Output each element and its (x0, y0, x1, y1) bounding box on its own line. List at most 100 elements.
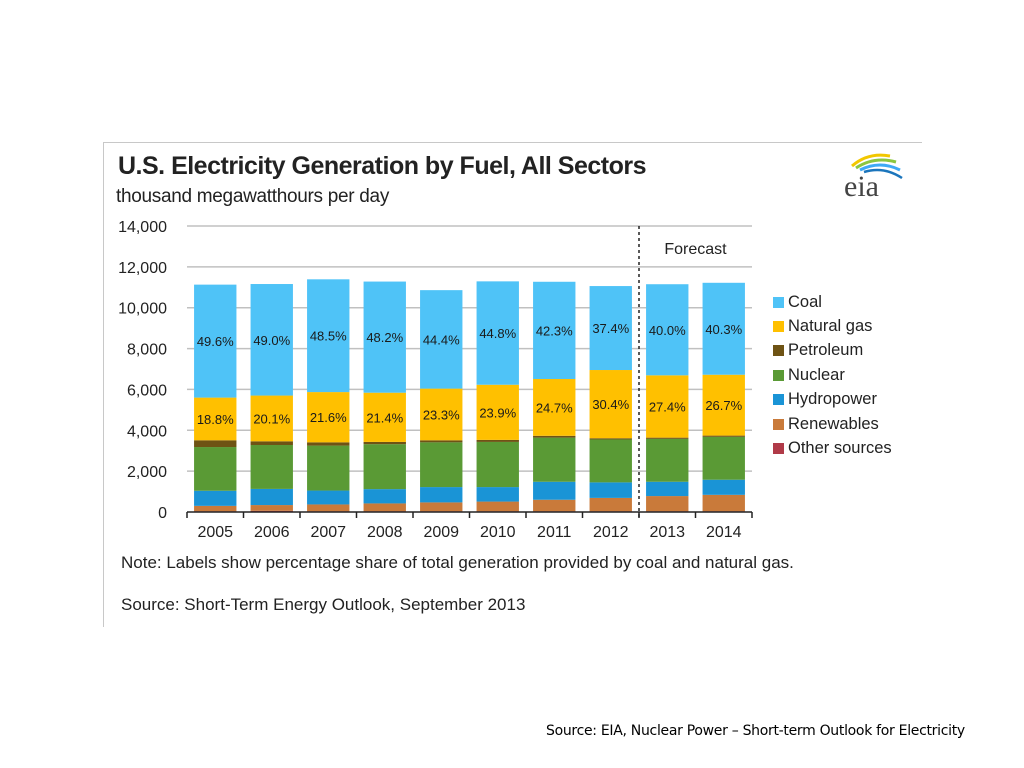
legend-item-renewables: Renewables (773, 412, 892, 436)
x-tick-label: 2013 (649, 524, 685, 541)
data-label-coal: 49.0% (253, 333, 290, 348)
x-tick-label: 2012 (593, 524, 629, 541)
bar-petroleum-2014 (702, 435, 745, 437)
x-tick-label: 2008 (367, 524, 403, 541)
bar-natural-gas-2011 (533, 379, 576, 436)
bar-renewables-2010 (476, 501, 519, 512)
data-label-natural-gas: 21.6% (310, 410, 347, 425)
bar-natural-gas-2014 (702, 374, 745, 436)
bar-renewables-2005 (194, 505, 237, 512)
x-tick-label: 2006 (254, 524, 290, 541)
bar-hydropower-2007 (307, 490, 350, 505)
bar-hydropower-2014 (702, 479, 745, 495)
bar-petroleum-2008 (363, 441, 406, 445)
bar-petroleum-2012 (589, 438, 632, 440)
bar-nuclear-2011 (533, 437, 576, 482)
bar-nuclear-2013 (646, 438, 689, 482)
legend-swatch (773, 345, 784, 357)
legend-label: Hydropower (788, 390, 877, 409)
bar-nuclear-2008 (363, 444, 406, 490)
bar-petroleum-2010 (476, 439, 519, 442)
data-labels: 49.6% 49.0% 48.5% 48.2% 44.4% 44.8% 42.3% 37.4%… (197, 321, 743, 427)
y-tick-label: 8,000 (127, 342, 167, 359)
forecast-label: Forecast (664, 241, 727, 258)
svg-text:eia: eia (844, 170, 879, 202)
bar-renewables-2011 (533, 499, 576, 512)
legend-swatch (773, 394, 784, 406)
data-label-natural-gas: 20.1% (253, 411, 290, 426)
chart-source: Source: Short-Term Energy Outlook, Septe… (121, 595, 526, 614)
legend-item-nuclear: Nuclear (773, 363, 892, 387)
data-label-coal: 40.0% (649, 323, 686, 338)
legend-label: Nuclear (788, 365, 845, 384)
bar-nuclear-2010 (476, 441, 519, 488)
data-label-coal: 48.5% (310, 329, 347, 344)
bars (194, 279, 745, 512)
bar-coal-2011 (533, 281, 576, 380)
bar-coal-2009 (420, 290, 463, 389)
bar-renewables-2008 (363, 503, 406, 512)
legend-item-hydropower: Hydropower (773, 388, 892, 412)
bar-coal-2006 (250, 284, 293, 396)
data-label-natural-gas: 30.4% (592, 397, 629, 412)
data-label-coal: 37.4% (592, 321, 629, 336)
bar-hydropower-2006 (250, 488, 293, 506)
bar-coal-2010 (476, 281, 519, 385)
x-tick-label: 2007 (310, 524, 346, 541)
y-tick-label: 0 (158, 505, 167, 522)
data-label-coal: 40.3% (705, 322, 742, 337)
data-label-coal: 48.2% (366, 330, 403, 345)
bar-hydropower-2011 (533, 481, 576, 500)
bar-natural-gas-2006 (250, 395, 293, 442)
data-label-natural-gas: 23.9% (479, 405, 516, 420)
bar-natural-gas-2005 (194, 397, 237, 441)
bar-nuclear-2005 (194, 447, 237, 491)
bar-natural-gas-2009 (420, 388, 463, 441)
data-label-natural-gas: 27.4% (649, 399, 686, 414)
bar-nuclear-2012 (589, 439, 632, 483)
y-tick-label: 6,000 (127, 382, 167, 399)
legend-label: Coal (788, 292, 822, 311)
bar-natural-gas-2008 (363, 392, 406, 442)
bar-nuclear-2006 (250, 444, 293, 489)
eia-logo-icon: eia (844, 153, 903, 202)
data-label-natural-gas: 21.4% (366, 410, 403, 425)
legend-item-other-sources: Other sources (773, 436, 892, 460)
bar-coal-2008 (363, 281, 406, 393)
bar-coal-2012 (589, 286, 632, 371)
bar-natural-gas-2013 (646, 375, 689, 438)
bar-hydropower-2009 (420, 487, 463, 503)
legend-item-natural-gas: Natural gas (773, 314, 892, 338)
data-label-coal: 44.8% (479, 326, 516, 341)
bar-petroleum-2013 (646, 437, 689, 439)
legend-swatch (773, 296, 784, 308)
bar-renewables-2012 (589, 497, 632, 512)
bar-natural-gas-2007 (307, 392, 350, 443)
chart-title: U.S. Electricity Generation by Fuel, All… (118, 152, 647, 180)
chart-note: Note: Labels show percentage share of to… (121, 553, 794, 572)
bar-renewables-2009 (420, 502, 463, 512)
bar-nuclear-2014 (702, 436, 745, 480)
legend-label: Petroleum (788, 341, 864, 360)
legend-swatch (773, 418, 784, 430)
bar-petroleum-2007 (307, 442, 350, 446)
bar-nuclear-2009 (420, 442, 463, 488)
bar-petroleum-2005 (194, 440, 237, 448)
y-tick-label: 10,000 (118, 301, 167, 318)
legend-item-petroleum: Petroleum (773, 339, 892, 363)
legend-item-coal: Coal (773, 290, 892, 314)
bar-nuclear-2007 (307, 445, 350, 491)
bar-petroleum-2006 (250, 441, 293, 445)
bar-renewables-2014 (702, 494, 745, 512)
bar-petroleum-2009 (420, 440, 463, 443)
legend-swatch (773, 369, 784, 381)
bar-coal-2014 (702, 282, 745, 375)
forecast-label-bg (642, 229, 749, 263)
data-label-natural-gas: 24.7% (536, 400, 573, 415)
bar-coal-2005 (194, 284, 237, 398)
legend-label: Natural gas (788, 317, 873, 336)
data-label-coal: 42.3% (536, 323, 573, 338)
x-tick-label: 2009 (423, 524, 459, 541)
bar-petroleum-2011 (533, 435, 576, 438)
